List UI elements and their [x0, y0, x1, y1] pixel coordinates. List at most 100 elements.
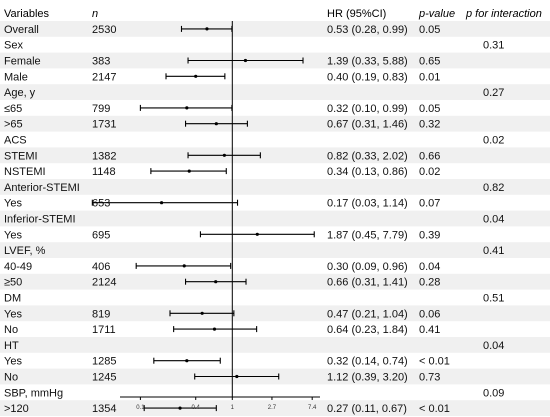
row-label: Yes [4, 198, 22, 210]
row-hr-ci: 0.82 (0.33, 2.02) [327, 150, 408, 162]
row-label: Inferior-STEMI [4, 214, 76, 226]
row-hr-ci: 0.47 (0.21, 1.04) [327, 308, 408, 320]
row-hr-ci: 0.27 (0.11, 0.67) [327, 403, 407, 415]
header-p-value: p-value [418, 8, 455, 20]
row-p-value: 0.05 [419, 103, 440, 115]
table-rows: Overall 2530 0.53 (0.28, 0.99) 0.05 Sex 0.31 F… [4, 24, 504, 415]
row-label: >120 [4, 403, 29, 415]
row-stripe [0, 84, 550, 100]
row-label: Yes [4, 356, 22, 368]
row-hr-ci: 0.53 (0.28, 0.99) [327, 24, 408, 36]
row-label: LVEF, % [4, 245, 46, 257]
row-p-interaction: 0.27 [483, 87, 504, 99]
hr-point [214, 122, 218, 126]
row-stripes [0, 21, 550, 416]
row-label: NSTEMI [4, 166, 46, 178]
row-hr-ci: 0.64 (0.23, 1.84) [327, 324, 408, 336]
row-n: 799 [92, 103, 110, 115]
row-label: Male [4, 71, 28, 83]
row-label: Yes [4, 229, 22, 241]
column-headers: Variables n HR (95%CI) p-value p for int… [4, 8, 542, 20]
row-label: Overall [4, 24, 39, 36]
row-stripe [0, 242, 550, 258]
row-label: No [4, 324, 18, 336]
header-variables: Variables [4, 8, 50, 20]
hr-point [185, 359, 189, 363]
row-stripe [0, 305, 550, 322]
row-stripe [0, 337, 550, 353]
row-stripe [0, 147, 550, 164]
row-n: 406 [92, 261, 110, 273]
row-label: SBP, mmHg [4, 387, 63, 399]
hr-point [178, 406, 182, 410]
row-p-interaction: 0.51 [483, 293, 504, 305]
x-tick-label: 0.4 [192, 405, 201, 411]
row-label: ≥50 [4, 277, 22, 289]
row-hr-ci: 0.30 (0.09, 0.96) [327, 261, 408, 273]
row-p-value: 0.28 [419, 277, 440, 289]
hr-point [187, 169, 191, 173]
row-stripe [0, 21, 550, 37]
row-p-value: 0.04 [419, 261, 440, 273]
row-n: 2124 [92, 277, 116, 289]
x-tick-label: 0.1 [136, 405, 145, 411]
row-p-interaction: 0.09 [483, 387, 504, 399]
row-hr-ci: 0.66 (0.31, 1.41) [327, 277, 408, 289]
row-p-value: 0.32 [419, 119, 440, 131]
row-p-value: 0.07 [419, 198, 440, 210]
row-p-value: < 0.01 [419, 356, 450, 368]
row-hr-ci: 0.34 (0.13, 0.86) [327, 166, 408, 178]
hr-point [212, 327, 217, 331]
row-n: 1711 [92, 324, 116, 336]
row-n: 1354 [92, 403, 116, 415]
x-axis: 0.1 0.4 1 2.7 7.4 [120, 396, 320, 411]
row-stripe [0, 273, 550, 290]
row-p-value: 0.39 [419, 229, 440, 241]
row-label: ACS [4, 135, 27, 147]
row-stripe [0, 115, 550, 132]
row-p-interaction: 0.41 [483, 245, 504, 257]
hr-point [235, 374, 239, 379]
x-tick-label: 7.4 [308, 405, 317, 411]
row-hr-ci: 1.39 (0.33, 5.88) [327, 56, 408, 68]
row-stripe [0, 179, 550, 195]
row-hr-ci: 0.32 (0.14, 0.74) [327, 356, 408, 368]
row-hr-ci: 0.17 (0.03, 1.14) [327, 198, 408, 210]
hr-point [159, 201, 164, 205]
row-p-value: 0.05 [419, 24, 440, 36]
row-stripe [0, 400, 550, 416]
row-n: 2147 [92, 71, 116, 83]
row-label: HT [4, 340, 19, 352]
row-label: Yes [4, 308, 22, 320]
row-p-value: 0.41 [419, 324, 440, 336]
row-label: DM [4, 293, 21, 305]
hr-point [200, 311, 204, 315]
row-p-interaction: 0.04 [483, 214, 504, 226]
row-n: 1148 [92, 166, 116, 178]
row-n: 2530 [92, 24, 116, 36]
row-p-interaction: 0.02 [483, 135, 504, 147]
row-label: ≤65 [4, 103, 22, 115]
row-label: >65 [4, 119, 23, 131]
row-n: 383 [92, 56, 110, 68]
row-hr-ci: 0.32 (0.10, 0.99) [327, 103, 408, 115]
row-label: Sex [4, 40, 23, 52]
header-n: n [92, 8, 98, 20]
row-n: 695 [92, 229, 110, 241]
x-tick-label: 2.7 [268, 405, 277, 411]
row-p-value: 0.06 [419, 308, 440, 320]
row-label: No [4, 372, 18, 384]
row-n: 1731 [92, 119, 116, 131]
row-p-interaction: 0.31 [483, 40, 504, 52]
row-hr-ci: 0.67 (0.31, 1.46) [327, 119, 408, 131]
row-hr-ci: 1.12 (0.39, 3.20) [327, 372, 408, 384]
row-hr-ci: 0.40 (0.19, 0.83) [327, 71, 408, 83]
row-p-value: 0.73 [419, 372, 440, 384]
row-p-value: 0.66 [419, 150, 440, 162]
hr-point [182, 264, 186, 268]
row-label: 40-49 [4, 261, 32, 273]
row-p-interaction: 0.04 [483, 340, 504, 352]
row-label: Anterior-STEMI [4, 182, 80, 194]
hr-point [205, 27, 209, 31]
